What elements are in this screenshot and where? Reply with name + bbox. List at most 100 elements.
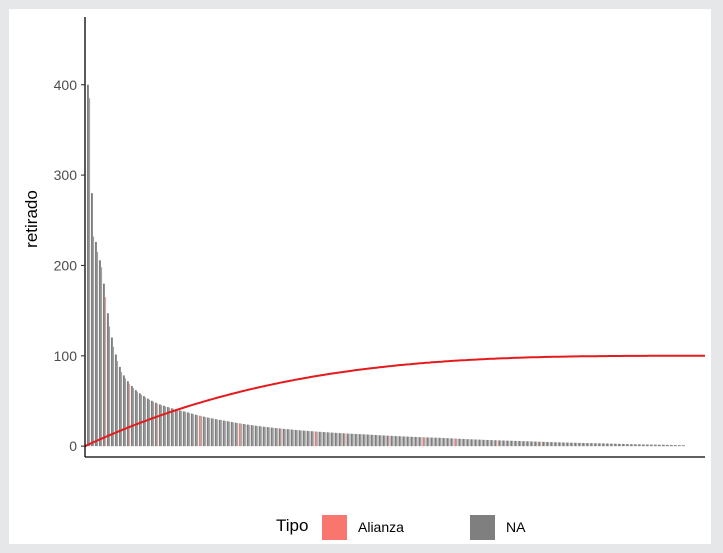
bar-247 (578, 442, 581, 447)
bar-265 (614, 443, 617, 447)
bar-187 (458, 438, 461, 447)
bar-185 (454, 438, 457, 447)
bar-24 (132, 388, 135, 447)
bar-117 (318, 431, 321, 447)
bar-35 (154, 402, 157, 447)
bar-41 (166, 407, 169, 447)
bar-154 (392, 435, 394, 447)
bar-93 (270, 427, 273, 447)
bar-276 (636, 444, 638, 447)
bar-152 (388, 435, 390, 447)
bar-86 (256, 425, 258, 447)
bar-178 (440, 437, 442, 447)
bar-242 (568, 442, 570, 447)
bar-173 (430, 437, 433, 447)
bar-169 (422, 437, 425, 447)
bar-74 (232, 422, 234, 447)
bar-282 (648, 444, 650, 447)
bar-250 (584, 443, 586, 447)
bar-182 (448, 438, 450, 447)
bar-10 (104, 297, 107, 447)
bar-13 (110, 337, 113, 447)
bar-223 (530, 441, 533, 447)
y-tick-label-400: 400 (54, 77, 78, 93)
bar-229 (542, 441, 545, 447)
bar-196 (476, 439, 478, 447)
bar-62 (208, 417, 210, 447)
bar-78 (240, 423, 242, 447)
bar-172 (428, 437, 430, 447)
bar-237 (558, 442, 561, 447)
bar-218 (520, 441, 522, 447)
bar-294 (672, 445, 674, 447)
bar-61 (206, 417, 209, 447)
bar-107 (298, 430, 301, 447)
bar-260 (604, 443, 606, 447)
bar-15 (114, 354, 117, 447)
bar-73 (230, 421, 233, 447)
bar-46 (176, 409, 178, 447)
bar-114 (312, 431, 314, 447)
bar-180 (444, 438, 446, 447)
bar-101 (286, 429, 289, 447)
legend-title: Tipo (276, 516, 308, 535)
bar-160 (404, 436, 406, 447)
bar-277 (638, 444, 640, 447)
bar-189 (462, 438, 465, 447)
bar-251 (586, 443, 589, 447)
bar-99 (282, 428, 285, 447)
bar-199 (482, 439, 485, 447)
bar-64 (212, 418, 214, 447)
bar-143 (370, 434, 373, 447)
bar-197 (478, 439, 481, 447)
bar-295 (674, 445, 676, 447)
bar-198 (480, 439, 482, 447)
bar-71 (226, 421, 229, 447)
bar-213 (510, 440, 513, 447)
bar-57 (198, 415, 201, 447)
legend-swatch-na (470, 515, 495, 540)
bar-217 (518, 441, 521, 447)
legend: Tipo Alianza NA (276, 515, 526, 540)
bar-100 (284, 428, 286, 447)
bar-27 (138, 393, 141, 447)
bar-292 (668, 444, 670, 447)
bar-271 (626, 444, 628, 447)
bar-47 (178, 410, 181, 447)
bar-212 (508, 440, 510, 447)
bar-58 (200, 416, 202, 447)
bar-275 (634, 444, 636, 447)
bar-165 (414, 436, 417, 447)
bar-261 (606, 443, 609, 447)
bar-207 (498, 440, 501, 447)
bar-264 (612, 443, 614, 447)
bar-141 (366, 434, 369, 447)
bar-chart: 0 100 200 300 400 retirado Tipo Alianza NA (22, 17, 705, 540)
bar-40 (164, 406, 166, 447)
bar-184 (452, 438, 454, 447)
bar-297 (678, 445, 680, 447)
y-tick-label-200: 200 (54, 257, 78, 273)
bar-195 (474, 439, 477, 447)
bar-181 (446, 438, 449, 447)
bar-59 (202, 416, 205, 447)
bar-176 (436, 437, 438, 447)
bar-278 (640, 444, 642, 447)
bar-91 (266, 427, 269, 447)
y-axis-title: retirado (22, 190, 41, 248)
y-tick-label-300: 300 (54, 167, 78, 183)
bar-123 (330, 432, 333, 447)
bar-274 (632, 444, 634, 447)
bar-116 (316, 431, 318, 447)
bar-272 (628, 444, 630, 447)
bar-52 (188, 413, 190, 447)
bar-241 (566, 442, 569, 447)
bar-208 (500, 440, 502, 447)
bar-75 (234, 422, 237, 447)
bar-104 (292, 429, 294, 447)
bar-31 (146, 398, 149, 447)
bar-33 (150, 400, 153, 447)
bar-146 (376, 435, 378, 447)
bar-238 (560, 442, 562, 447)
bar-110 (304, 430, 306, 447)
